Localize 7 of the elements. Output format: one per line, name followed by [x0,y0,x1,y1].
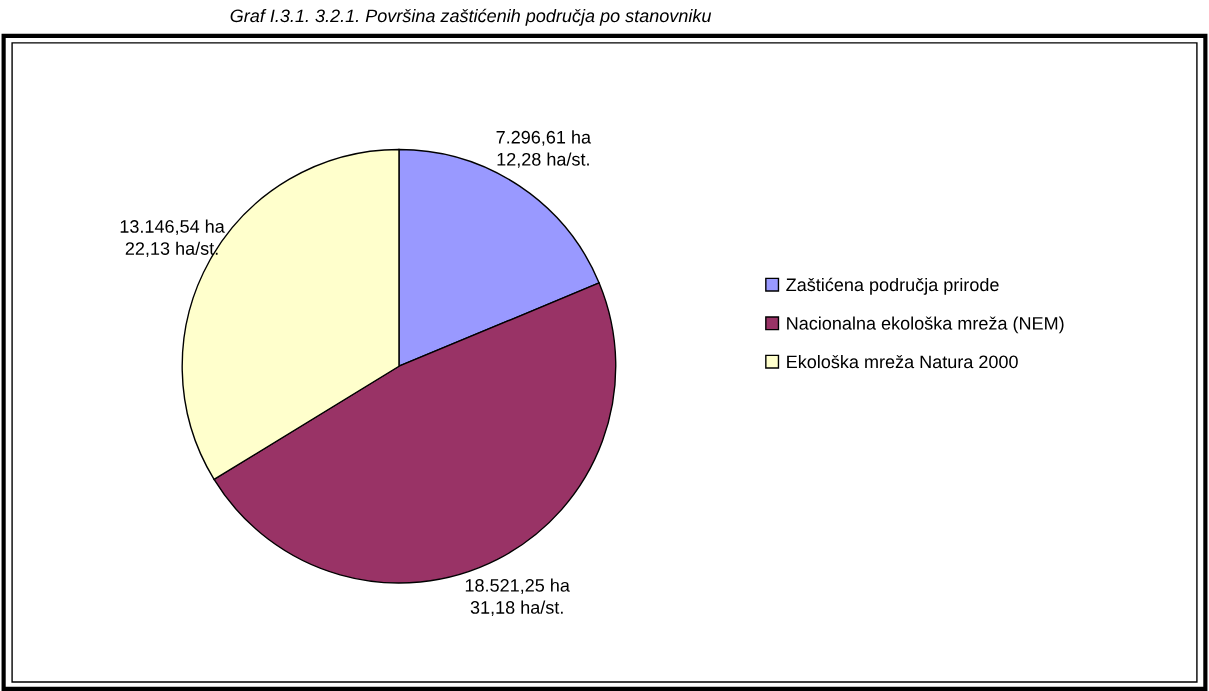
legend-label: Zaštićena područja prirode [786,277,999,295]
chart-title: Graf I.3.1. 3.2.1. Površina zaštićenih područja po stanovniku [230,8,712,26]
legend-label: Nacionalna ekološka mreža (NEM) [787,316,1064,334]
data-label: 7.296,61 ha 12,28 ha/st. [496,130,592,168]
legend-label: Ekološka mreža Natura 2000 [787,354,1018,369]
data-label: 13.146,54 ha 22,13 ha/st. [120,219,225,258]
data-label: 18.521,25 ha 31,18 ha/st. [465,578,570,616]
